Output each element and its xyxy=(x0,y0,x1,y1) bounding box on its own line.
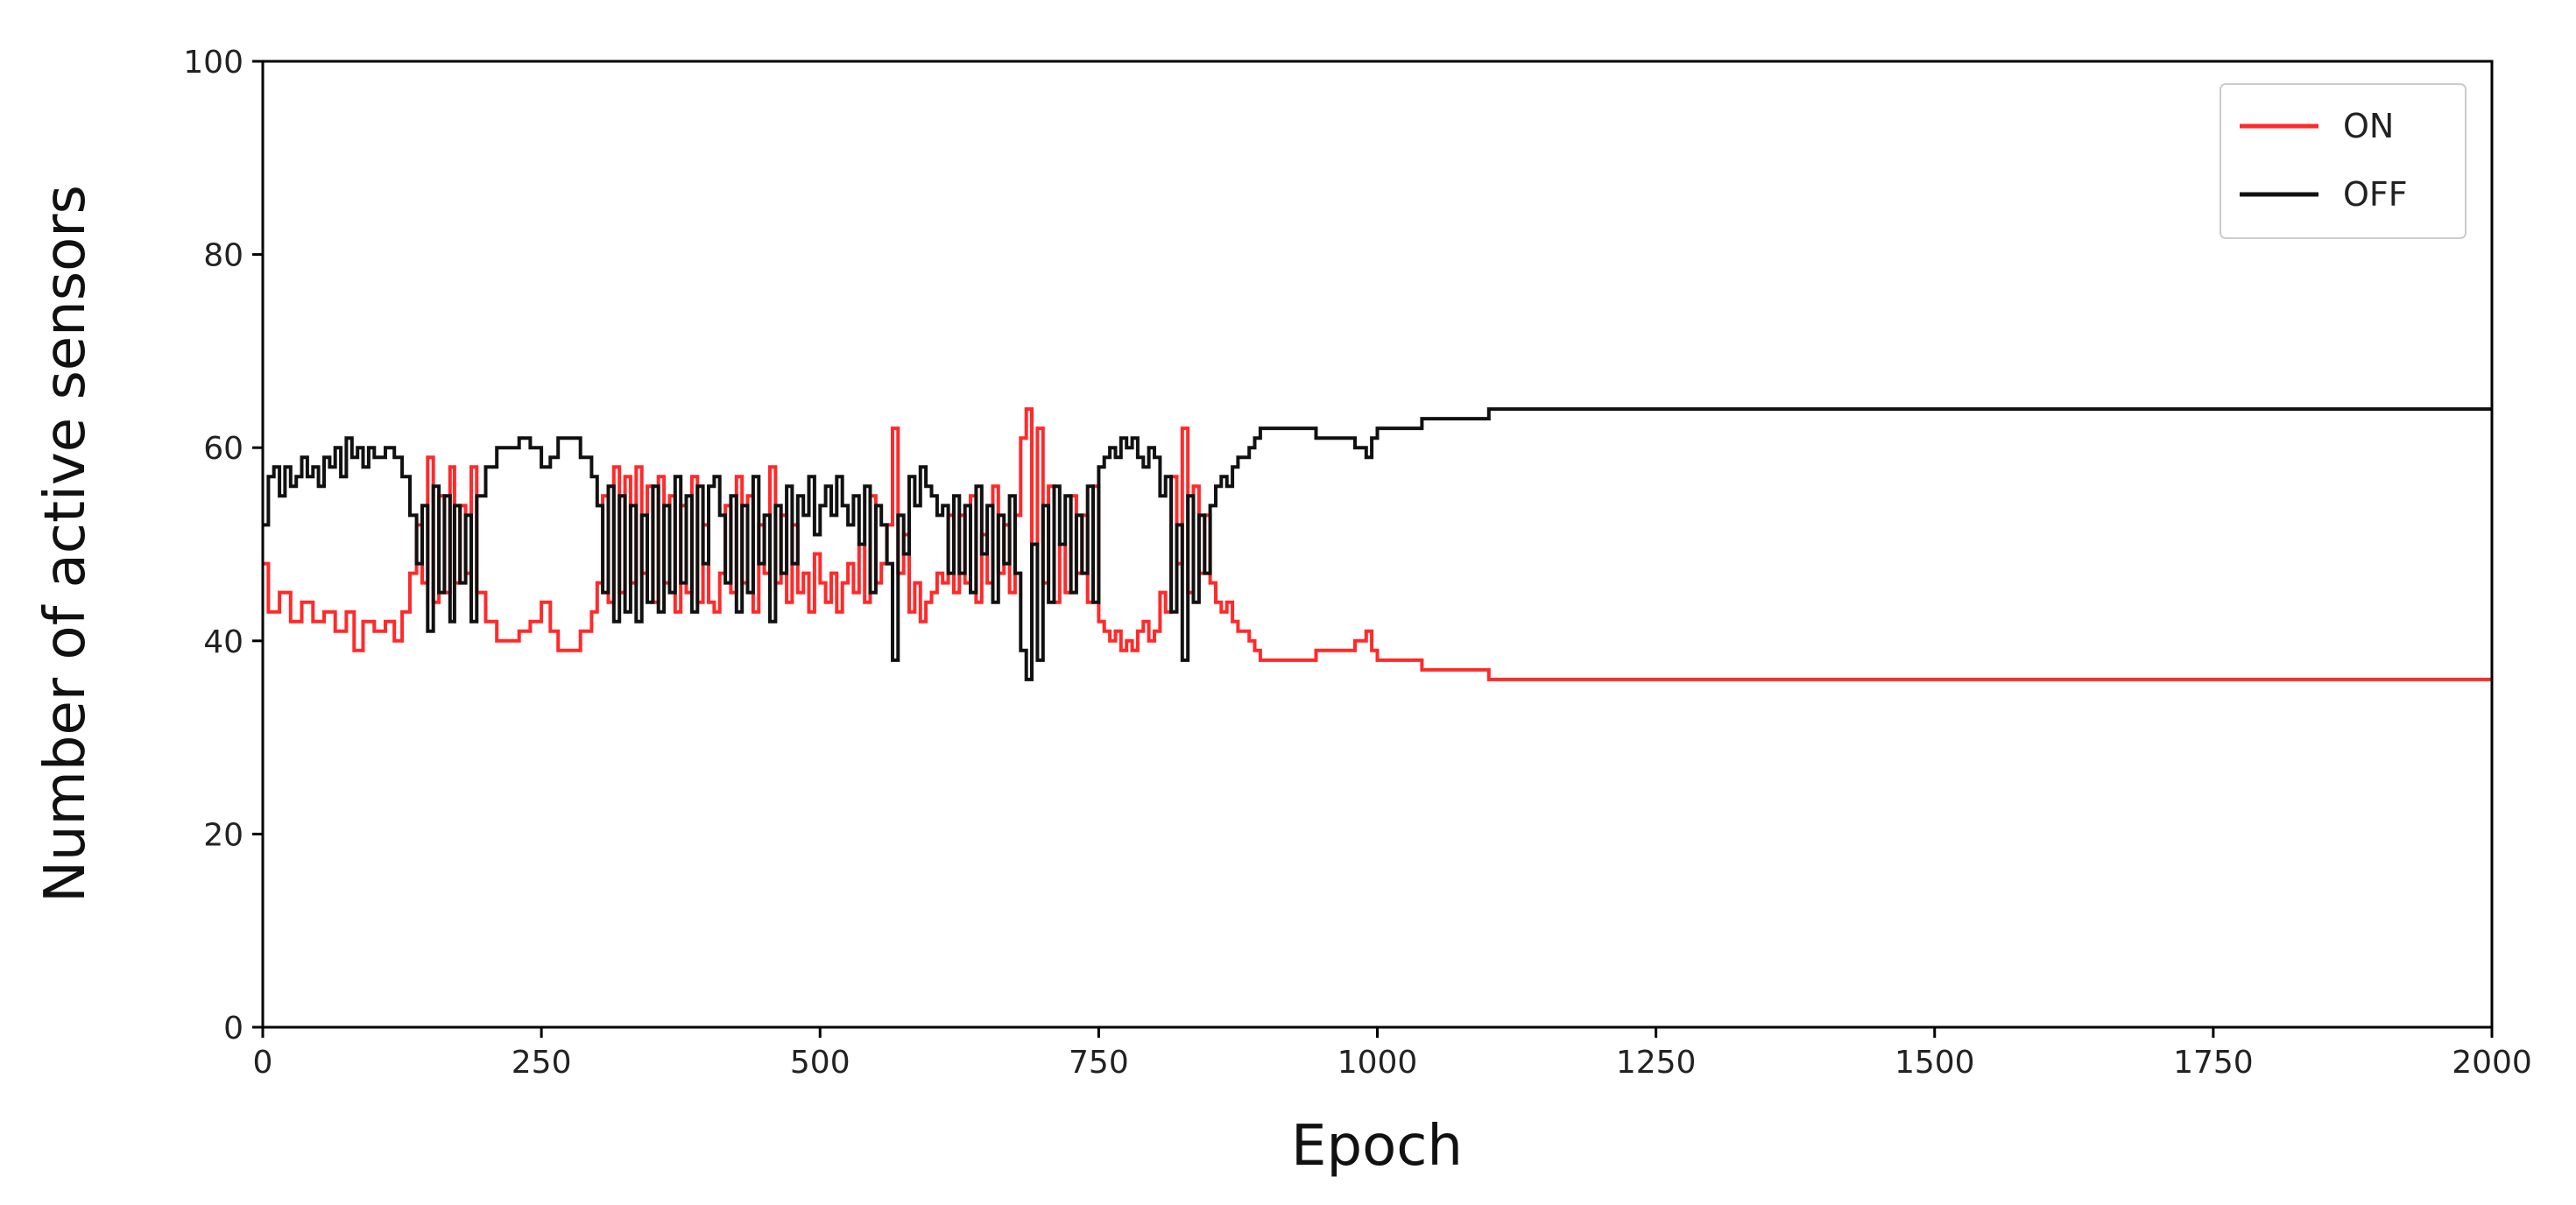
plot-area xyxy=(263,61,2492,1027)
legend-box xyxy=(2220,83,2467,239)
legend: ON OFF xyxy=(2220,83,2467,239)
x-axis-ticks: 0 250 500 750 1000 1250 1500 1750 2000 xyxy=(253,1027,2532,1081)
y-tick-label: 40 xyxy=(203,624,243,660)
x-tick-label: 1500 xyxy=(1895,1045,1975,1081)
series-line-off xyxy=(263,407,2492,681)
legend-label-on: ON xyxy=(2343,107,2394,145)
x-tick-label: 750 xyxy=(1069,1045,1129,1081)
x-tick-label: 1250 xyxy=(1616,1045,1697,1081)
legend-label-off: OFF xyxy=(2343,175,2408,214)
y-tick-label: 20 xyxy=(203,817,243,853)
series-group xyxy=(263,407,2492,681)
x-tick-label: 250 xyxy=(512,1045,572,1081)
x-tick-label: 0 xyxy=(253,1045,273,1081)
y-tick-label: 0 xyxy=(223,1011,243,1046)
x-axis-title: Epoch xyxy=(1291,1114,1463,1179)
y-tick-label: 80 xyxy=(203,238,243,274)
x-tick-label: 500 xyxy=(790,1045,850,1081)
y-axis-title: Number of active sensors xyxy=(33,185,98,903)
y-tick-label: 100 xyxy=(183,45,243,81)
x-tick-label: 1750 xyxy=(2173,1045,2254,1081)
y-axis-ticks: 0 20 40 60 80 100 xyxy=(183,45,263,1046)
y-tick-label: 60 xyxy=(203,431,243,467)
x-tick-label: 2000 xyxy=(2452,1045,2532,1081)
x-tick-label: 1000 xyxy=(1337,1045,1418,1081)
